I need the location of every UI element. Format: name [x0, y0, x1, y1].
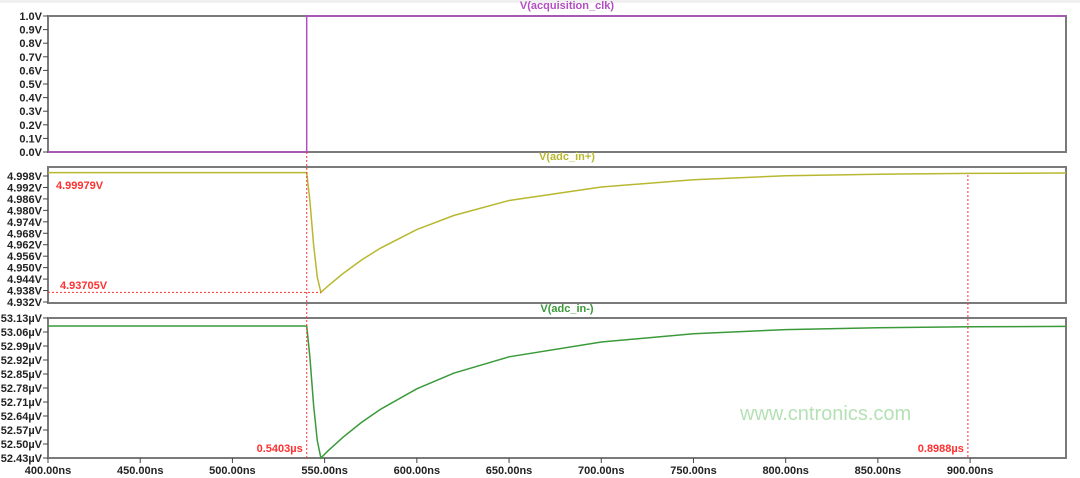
- series-line: [48, 171, 1067, 294]
- y-tick-label: 52.57µV: [1, 425, 43, 437]
- y-tick-label: 4.998V: [7, 171, 43, 183]
- y-tick-label: 53.06µV: [1, 327, 43, 339]
- x-tick-label: 900.00ns: [947, 465, 993, 477]
- series-line: [48, 15, 1066, 153]
- y-tick-label: 52.64µV: [1, 411, 43, 423]
- y-tick-label: 0.4V: [19, 93, 42, 105]
- cursor-2-label: 0.8988µs: [918, 443, 964, 455]
- y-tick-label: 4.980V: [7, 205, 43, 217]
- annotation-max: 4.99979V: [56, 180, 104, 192]
- x-tick-label: 800.00ns: [762, 465, 808, 477]
- y-tick-label: 1.0V: [19, 11, 42, 23]
- y-tick-label: 0.6V: [19, 65, 42, 77]
- watermark: www.cntronics.com: [739, 403, 911, 425]
- x-tick-label: 750.00ns: [670, 465, 716, 477]
- panel-title: V(adc_in-): [540, 303, 594, 315]
- y-tick-label: 4.992V: [7, 182, 43, 194]
- y-tick-label: 53.13µV: [1, 313, 43, 325]
- annotation-min: 4.93705V: [60, 280, 108, 292]
- x-tick-label: 400.00ns: [25, 465, 71, 477]
- x-tick-label: 850.00ns: [855, 465, 901, 477]
- y-tick-label: 0.2V: [19, 120, 42, 132]
- y-tick-label: 52.50µV: [1, 439, 43, 451]
- panel-title: V(adc_in+): [539, 151, 595, 163]
- y-tick-label: 52.71µV: [1, 397, 43, 409]
- y-tick-label: 52.78µV: [1, 383, 43, 395]
- y-tick-label: 0.0V: [19, 147, 42, 159]
- y-tick-label: 0.5V: [19, 79, 42, 91]
- y-tick-label: 52.99µV: [1, 341, 43, 353]
- x-tick-label: 500.00ns: [209, 465, 255, 477]
- plot-frame: [47, 15, 1067, 153]
- y-tick-label: 52.92µV: [1, 355, 43, 367]
- panel-1: V(acquisition_clk) 1.0V 0.9V0.8V 0.7V0.6V 0.…: [19, 0, 1067, 159]
- y-tick-label: 4.950V: [7, 263, 43, 275]
- top-strip: [0, 0, 1080, 3]
- panel-2: V(adc_in+) 4.998V4.992V4.986V4.980V4.974V…: [7, 151, 1067, 309]
- y-tick-label: 4.962V: [7, 240, 43, 252]
- panel-title: V(acquisition_clk): [520, 0, 614, 12]
- x-tick-label: 700.00ns: [578, 465, 624, 477]
- x-tick-label: 600.00ns: [394, 465, 440, 477]
- y-tick-label: 0.9V: [19, 25, 42, 37]
- y-tick-label: 0.1V: [19, 133, 42, 145]
- y-tick-label: 0.8V: [19, 38, 42, 50]
- panel-3: V(adc_in-) 53.13µV 53.06µV 52.99µV 52.92µV 52…: [1, 303, 1067, 465]
- x-axis: 400.00ns 450.00ns 500.00ns 550.00ns 600.00ns…: [25, 458, 993, 477]
- y-tick-label: 4.956V: [7, 251, 43, 263]
- y-tick-label: 4.968V: [7, 228, 43, 240]
- y-tick-label: 4.938V: [7, 286, 43, 298]
- series-line: [48, 325, 1067, 460]
- x-tick-label: 550.00ns: [301, 465, 347, 477]
- y-tick-label: 52.43µV: [1, 453, 43, 465]
- plot-frame: [47, 166, 1067, 304]
- y-tick-label: 4.932V: [7, 297, 43, 309]
- y-tick-label: 4.944V: [7, 274, 43, 286]
- x-tick-label: 450.00ns: [117, 465, 163, 477]
- y-tick-label: 4.974V: [7, 217, 43, 229]
- y-tick-label: 52.85µV: [1, 369, 43, 381]
- y-tick-label: 4.986V: [7, 194, 43, 206]
- plot-frame: [47, 317, 1067, 459]
- y-tick-label: 0.7V: [19, 52, 42, 64]
- x-tick-label: 650.00ns: [486, 465, 532, 477]
- cursors[interactable]: [48, 152, 969, 458]
- cursor-1-label: 0.5403µs: [257, 443, 303, 455]
- y-tick-label: 0.3V: [19, 106, 42, 118]
